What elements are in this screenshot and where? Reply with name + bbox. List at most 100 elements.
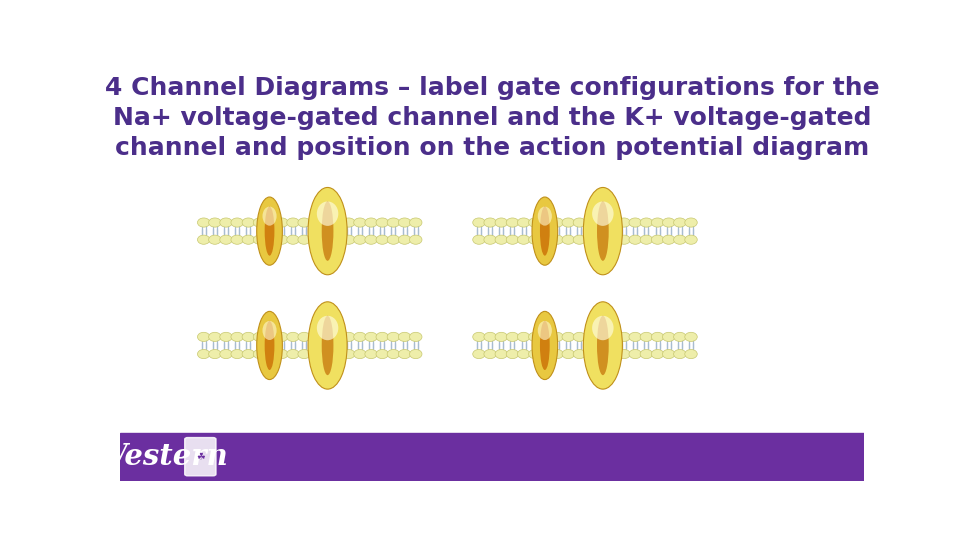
Ellipse shape	[309, 235, 322, 244]
Ellipse shape	[317, 201, 338, 226]
Ellipse shape	[472, 332, 485, 341]
Ellipse shape	[629, 349, 641, 359]
Ellipse shape	[684, 235, 697, 244]
Ellipse shape	[562, 218, 574, 227]
Ellipse shape	[585, 349, 597, 359]
Ellipse shape	[365, 349, 377, 359]
Bar	[198, 227, 421, 235]
Ellipse shape	[321, 349, 333, 359]
Ellipse shape	[264, 332, 276, 341]
Ellipse shape	[517, 349, 530, 359]
Ellipse shape	[484, 235, 496, 244]
Ellipse shape	[595, 332, 608, 341]
Ellipse shape	[264, 235, 276, 244]
Ellipse shape	[231, 235, 244, 244]
Ellipse shape	[595, 235, 608, 244]
Ellipse shape	[353, 332, 366, 341]
Ellipse shape	[253, 218, 266, 227]
Ellipse shape	[562, 235, 574, 244]
Ellipse shape	[262, 321, 276, 340]
Ellipse shape	[540, 235, 552, 244]
Ellipse shape	[398, 235, 411, 244]
Ellipse shape	[309, 349, 322, 359]
Ellipse shape	[573, 349, 586, 359]
Ellipse shape	[410, 349, 422, 359]
Ellipse shape	[309, 332, 322, 341]
Ellipse shape	[640, 349, 653, 359]
Ellipse shape	[343, 349, 355, 359]
Ellipse shape	[529, 332, 541, 341]
Ellipse shape	[322, 201, 333, 261]
Ellipse shape	[607, 218, 619, 227]
Ellipse shape	[538, 321, 552, 340]
Ellipse shape	[321, 235, 333, 244]
Ellipse shape	[262, 207, 276, 226]
FancyBboxPatch shape	[184, 437, 216, 476]
Ellipse shape	[573, 332, 586, 341]
Bar	[120, 433, 864, 481]
Ellipse shape	[551, 235, 564, 244]
Ellipse shape	[495, 235, 508, 244]
Ellipse shape	[317, 316, 338, 340]
Ellipse shape	[331, 332, 344, 341]
Ellipse shape	[298, 218, 310, 227]
Bar	[198, 341, 421, 349]
Ellipse shape	[629, 332, 641, 341]
Ellipse shape	[540, 218, 552, 227]
Ellipse shape	[276, 349, 288, 359]
Ellipse shape	[198, 332, 210, 341]
Ellipse shape	[595, 218, 608, 227]
Ellipse shape	[410, 235, 422, 244]
Ellipse shape	[640, 235, 653, 244]
Ellipse shape	[353, 349, 366, 359]
Ellipse shape	[584, 302, 622, 389]
Ellipse shape	[387, 218, 399, 227]
Ellipse shape	[584, 187, 622, 275]
Ellipse shape	[607, 235, 619, 244]
Ellipse shape	[651, 218, 663, 227]
Ellipse shape	[331, 349, 344, 359]
Ellipse shape	[365, 218, 377, 227]
Ellipse shape	[540, 207, 550, 255]
Ellipse shape	[651, 235, 663, 244]
Ellipse shape	[484, 349, 496, 359]
Ellipse shape	[298, 332, 310, 341]
Text: channel and position on the action potential diagram: channel and position on the action poten…	[115, 137, 869, 160]
Ellipse shape	[540, 332, 552, 341]
Ellipse shape	[220, 332, 232, 341]
Ellipse shape	[538, 207, 552, 226]
Ellipse shape	[674, 332, 686, 341]
Ellipse shape	[517, 235, 530, 244]
Ellipse shape	[629, 218, 641, 227]
Ellipse shape	[484, 332, 496, 341]
Ellipse shape	[242, 332, 254, 341]
Ellipse shape	[506, 235, 518, 244]
Text: ☘: ☘	[196, 451, 204, 462]
Ellipse shape	[651, 332, 663, 341]
Ellipse shape	[532, 197, 558, 265]
Ellipse shape	[264, 349, 276, 359]
Ellipse shape	[242, 349, 254, 359]
Ellipse shape	[376, 349, 389, 359]
Ellipse shape	[220, 349, 232, 359]
Ellipse shape	[376, 235, 389, 244]
Ellipse shape	[585, 218, 597, 227]
Ellipse shape	[353, 235, 366, 244]
Ellipse shape	[231, 218, 244, 227]
Ellipse shape	[322, 316, 333, 375]
Ellipse shape	[551, 218, 564, 227]
Ellipse shape	[220, 218, 232, 227]
Ellipse shape	[265, 321, 275, 370]
Ellipse shape	[398, 332, 411, 341]
Ellipse shape	[387, 235, 399, 244]
Ellipse shape	[264, 218, 276, 227]
Ellipse shape	[256, 197, 282, 265]
Ellipse shape	[208, 218, 221, 227]
Ellipse shape	[242, 235, 254, 244]
Ellipse shape	[276, 235, 288, 244]
Ellipse shape	[287, 349, 300, 359]
Ellipse shape	[308, 302, 348, 389]
Ellipse shape	[298, 235, 310, 244]
Ellipse shape	[607, 332, 619, 341]
Ellipse shape	[562, 349, 574, 359]
